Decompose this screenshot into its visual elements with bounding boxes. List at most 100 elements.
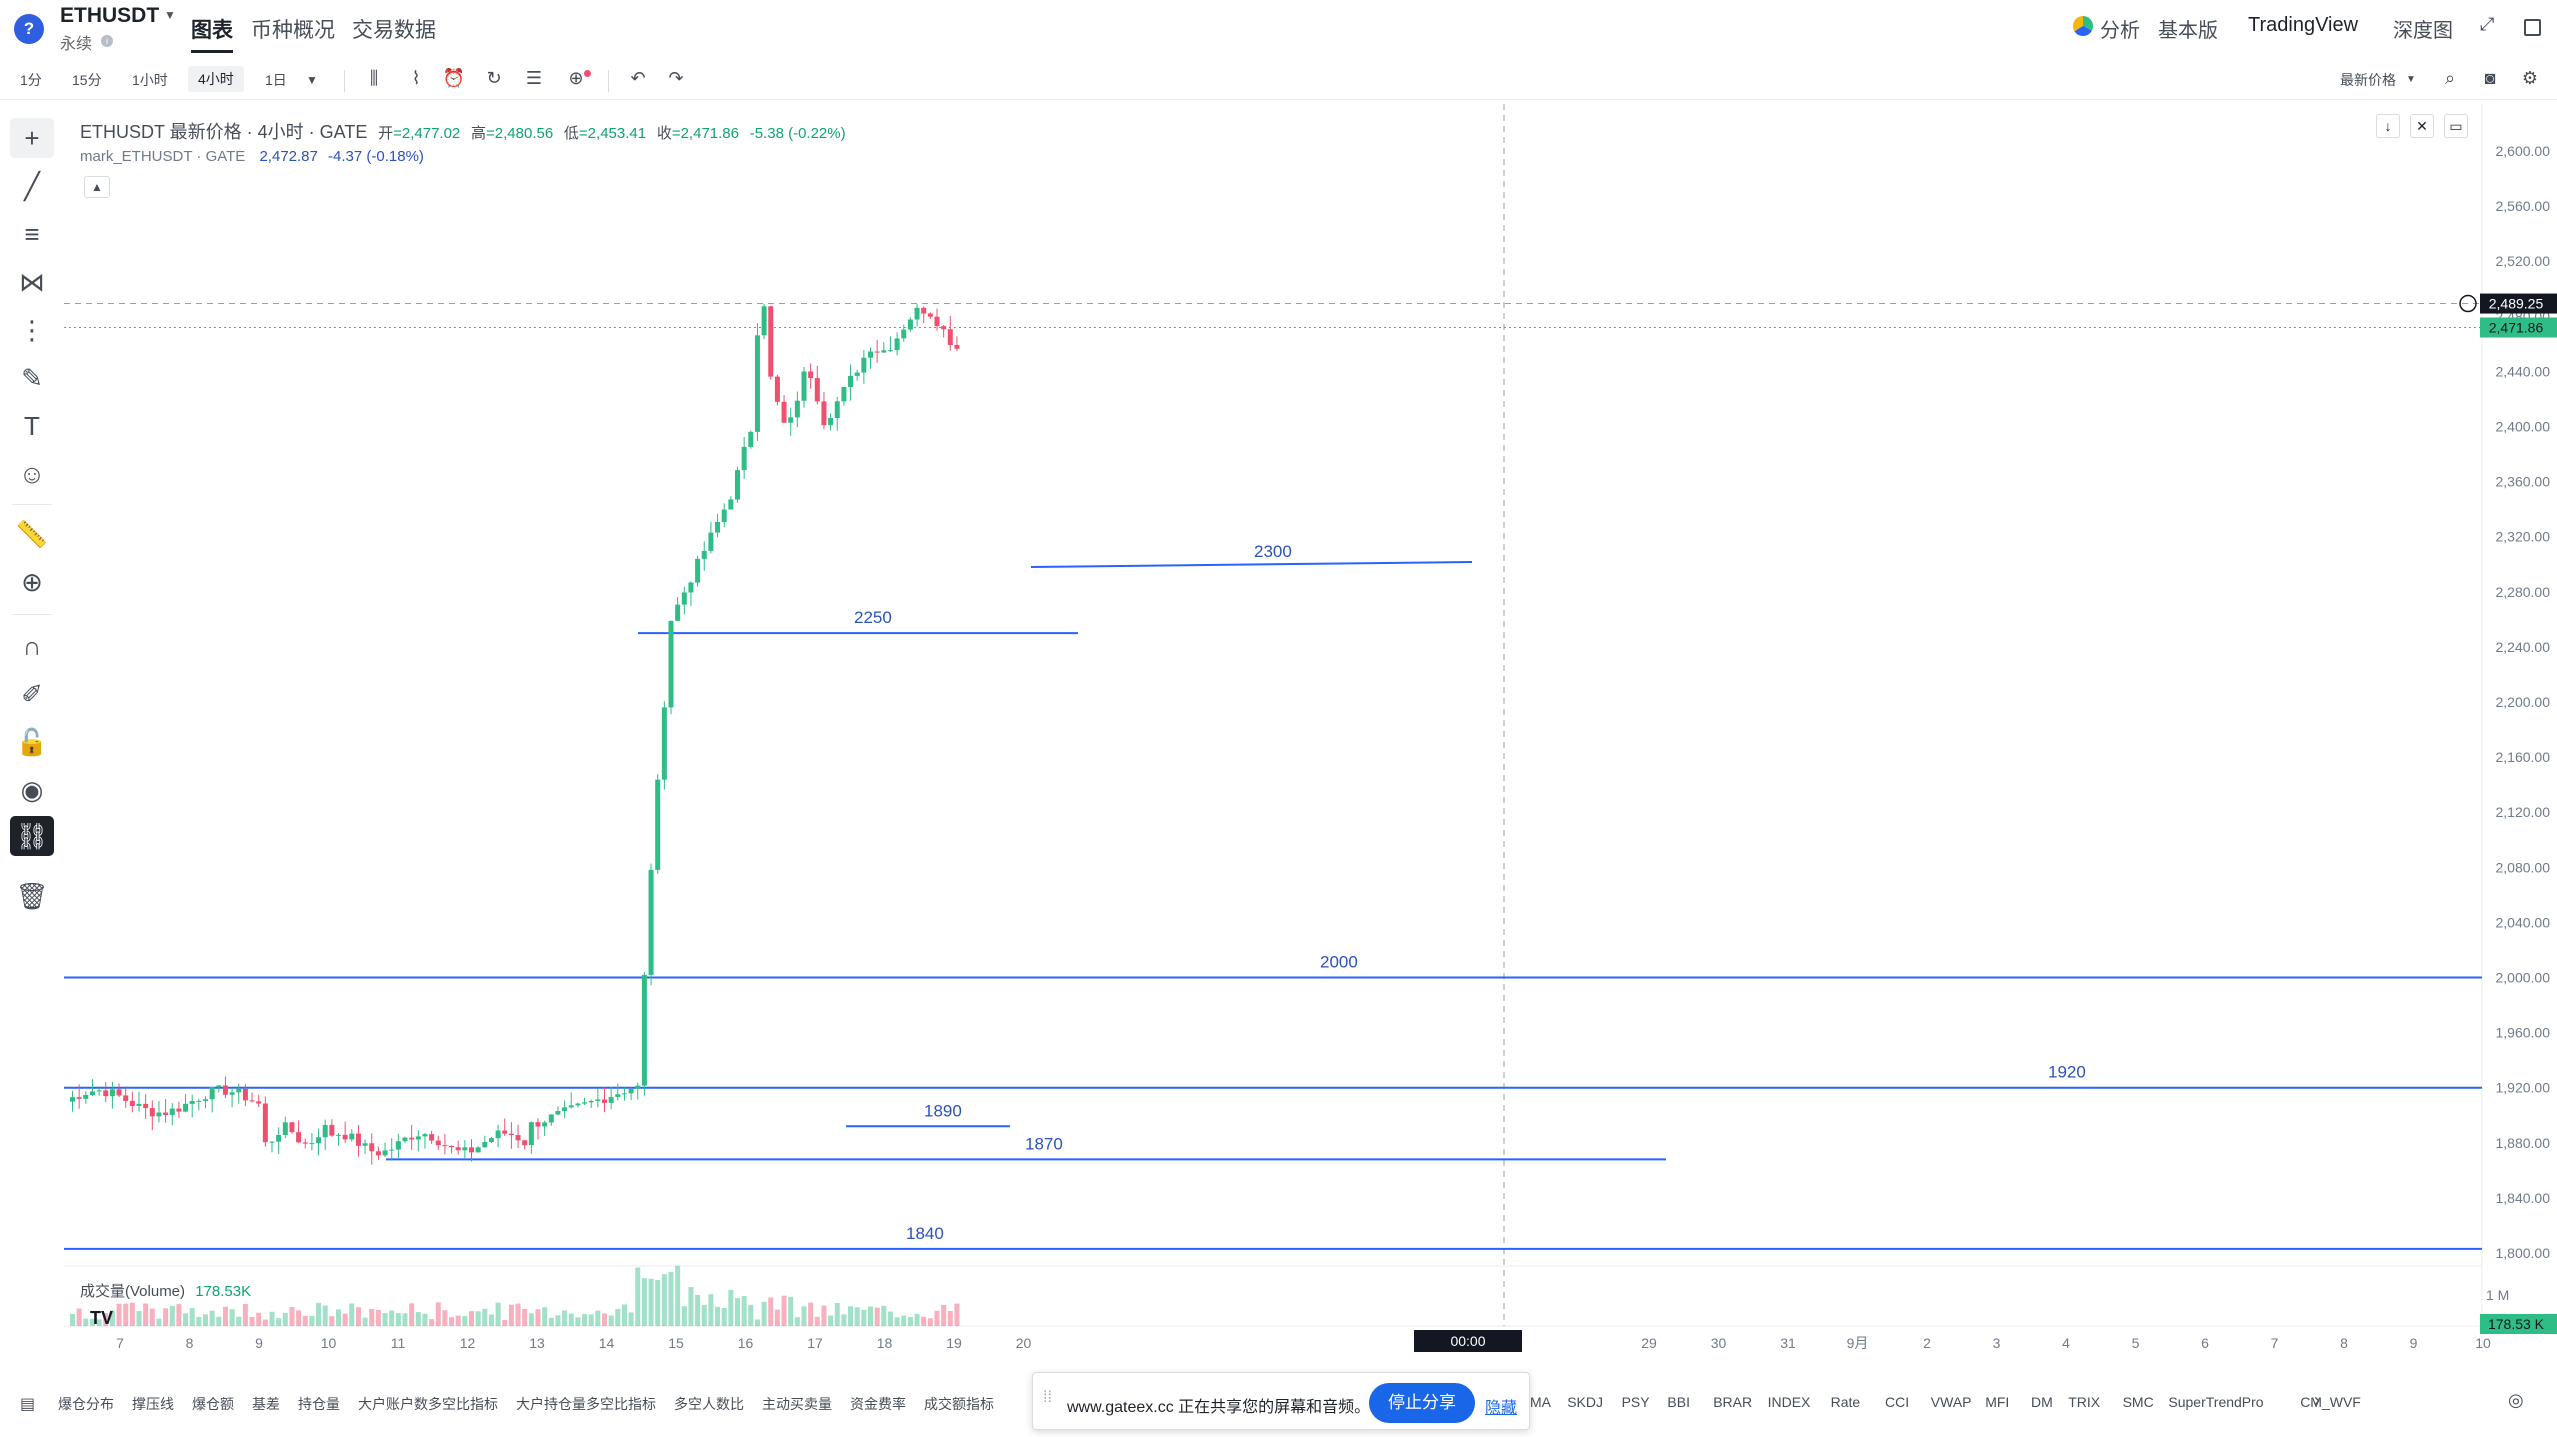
indicator-20[interactable]: MFI — [1985, 1394, 2010, 1410]
indicator-16[interactable]: INDEX — [1767, 1394, 1811, 1410]
symbol-selector[interactable]: ETHUSDT — [60, 4, 160, 27]
interval-1h[interactable]: 1小时 — [132, 72, 168, 88]
zoom-in-icon[interactable]: ⊕ — [21, 567, 43, 597]
stop-sharing-button[interactable]: 停止分享 — [1369, 1383, 1475, 1423]
indicator-bar: ▤ 爆仓分布 撑压线 爆仓额 基差 持仓量 大户账户数多空比指标 大户持仓量多空比指标 多空人… — [0, 1384, 2557, 1437]
indicator-6[interactable]: 大户持仓量多空比指标 — [516, 1396, 656, 1412]
indicator-10[interactable]: 成交额指标 — [924, 1396, 994, 1412]
indicator-11[interactable]: MA — [1530, 1394, 1551, 1410]
search-icon[interactable]: ⌕ — [2444, 68, 2456, 88]
indicator-0[interactable]: 爆仓分布 — [58, 1396, 114, 1412]
indicator-14[interactable]: BBI — [1667, 1394, 1690, 1410]
candle-type-icon[interactable]: ⫼ — [369, 68, 379, 88]
volume-bar — [402, 1313, 408, 1326]
text-icon[interactable]: T — [24, 411, 40, 441]
depth-chart-button[interactable]: 深度图 — [2393, 20, 2453, 42]
emoji-icon[interactable]: ☺ — [18, 459, 46, 489]
pattern-icon[interactable]: ⋈ — [19, 267, 45, 297]
redo-icon[interactable]: ↷ — [668, 68, 684, 88]
interval-15m[interactable]: 15分 — [72, 72, 102, 88]
chevron-down-icon[interactable]: ▼ — [2406, 74, 2416, 85]
trash-icon[interactable]: 🗑 — [15, 881, 49, 911]
indicator-19[interactable]: VWAP — [1930, 1394, 1972, 1410]
basic-view-button[interactable]: 基本版 — [2158, 20, 2218, 42]
analysis-button[interactable]: 分析 — [2100, 20, 2140, 42]
indicator-21[interactable]: DM — [2031, 1394, 2053, 1410]
move-down-icon[interactable]: ↓ — [2376, 114, 2400, 138]
collapse-legend-button[interactable]: ▲ — [84, 176, 110, 198]
hide-share-bar-link[interactable]: 隐藏 — [1485, 1400, 1518, 1417]
indicator-17[interactable]: Rate — [1830, 1394, 1861, 1410]
candle-body — [874, 351, 880, 353]
chevron-down-icon[interactable]: ▼ — [306, 73, 318, 87]
indicator-24[interactable]: SuperTrendPro — [2168, 1394, 2264, 1410]
analysis-icon[interactable] — [2073, 16, 2093, 36]
alert-icon[interactable]: ⏰ — [442, 68, 466, 88]
undo-icon[interactable]: ↶ — [630, 68, 646, 88]
indicator-5[interactable]: 大户账户数多空比指标 — [358, 1396, 498, 1412]
link-icon[interactable]: ⛓ — [10, 816, 54, 856]
horizontal-line-2300[interactable] — [1030, 561, 1473, 569]
maximize-pane-icon[interactable]: ▭ — [2444, 114, 2468, 138]
trendline-icon[interactable]: ╱ — [24, 171, 40, 201]
replay-icon[interactable]: ↻ — [486, 68, 502, 88]
indicator-13[interactable]: PSY — [1621, 1394, 1650, 1410]
time-axis-label: 20 — [1016, 1335, 1032, 1351]
indicator-22[interactable]: TRIX — [2068, 1394, 2101, 1410]
gear-icon[interactable]: ⚙ — [2521, 68, 2539, 88]
price-type-selector[interactable]: 最新价格 — [2340, 72, 2396, 88]
add-alert-icon[interactable] — [2459, 294, 2477, 313]
ruler-icon[interactable]: 📏 — [15, 519, 49, 549]
indicator-4[interactable]: 持仓量 — [298, 1396, 340, 1412]
interval-1d[interactable]: 1日 — [265, 72, 287, 88]
indicator-2[interactable]: 爆仓额 — [192, 1396, 234, 1412]
chevron-down-icon[interactable]: ▼ — [164, 8, 176, 22]
indicator-9[interactable]: 资金费率 — [850, 1396, 906, 1412]
fullscreen-icon[interactable] — [2524, 19, 2541, 36]
interval-1m[interactable]: 1分 — [20, 72, 42, 88]
grip-icon[interactable]: ⁞⁞ — [1043, 1389, 1052, 1406]
tab-coin-overview[interactable]: 币种概况 — [251, 19, 335, 42]
crosshair-icon[interactable]: + — [10, 118, 54, 158]
lock-icon[interactable]: 🔓 — [15, 727, 49, 757]
candlestick-chart[interactable]: 2,600.002,560.002,520.002,480.002,440.00… — [64, 104, 2557, 1352]
chevron-right-icon[interactable]: › — [2314, 1390, 2320, 1410]
template-icon[interactable]: ☰ — [525, 68, 543, 88]
interval-4h[interactable]: 4小时 — [188, 66, 244, 92]
volume-bar — [495, 1302, 501, 1326]
time-axis-label: 31 — [1780, 1335, 1796, 1351]
indicator-1[interactable]: 撑压线 — [132, 1396, 174, 1412]
volume-bar — [355, 1307, 361, 1326]
hlines-icon[interactable]: ≡ — [24, 219, 40, 249]
info-icon[interactable]: i — [101, 35, 113, 47]
settings-icon[interactable]: ◎ — [2508, 1390, 2524, 1410]
tradingview-button[interactable]: TradingView — [2248, 14, 2359, 36]
candle-body — [715, 521, 721, 533]
indicator-8[interactable]: 主动买卖量 — [762, 1396, 832, 1412]
volume-bar — [834, 1302, 840, 1326]
indicator-23[interactable]: SMC — [2122, 1394, 2154, 1410]
help-icon[interactable]: ? — [14, 14, 44, 44]
calendar-icon[interactable]: ▤ — [20, 1396, 36, 1413]
expand-icon[interactable]: ⤢ — [2480, 14, 2495, 34]
price-tick-label: 2,000.00 — [2496, 970, 2551, 986]
magnet-icon[interactable]: ∩ — [22, 631, 42, 661]
eye-icon[interactable]: ◉ — [20, 775, 44, 805]
lock-pen-icon[interactable]: ✐ — [21, 679, 43, 709]
indicator-7[interactable]: 多空人数比 — [674, 1396, 744, 1412]
tab-chart[interactable]: 图表 — [191, 14, 233, 53]
add-plugin-icon[interactable]: ⊕ — [568, 68, 584, 88]
tab-trade-data[interactable]: 交易数据 — [352, 19, 436, 42]
brush-icon[interactable]: ✎ — [21, 363, 43, 393]
indicator-3[interactable]: 基差 — [252, 1396, 280, 1412]
indicator-18[interactable]: CCI — [1885, 1394, 1910, 1410]
indicator-12[interactable]: SKDJ — [1567, 1394, 1603, 1410]
candle-body — [735, 470, 740, 500]
indicators-icon[interactable]: ⌇ — [411, 68, 421, 88]
fib-icon[interactable]: ⋮ — [19, 315, 45, 345]
indicator-15[interactable]: BRAR — [1713, 1394, 1753, 1410]
indicator-25[interactable]: CM_WVF — [2300, 1394, 2361, 1410]
camera-icon[interactable]: ◙ — [2484, 68, 2496, 88]
collapse-icon[interactable]: ✕ — [2410, 114, 2434, 138]
chart-area[interactable]: 2,600.00 2,560.00 2,520.00 2,480.00 2,440.00… — [64, 104, 2557, 1352]
